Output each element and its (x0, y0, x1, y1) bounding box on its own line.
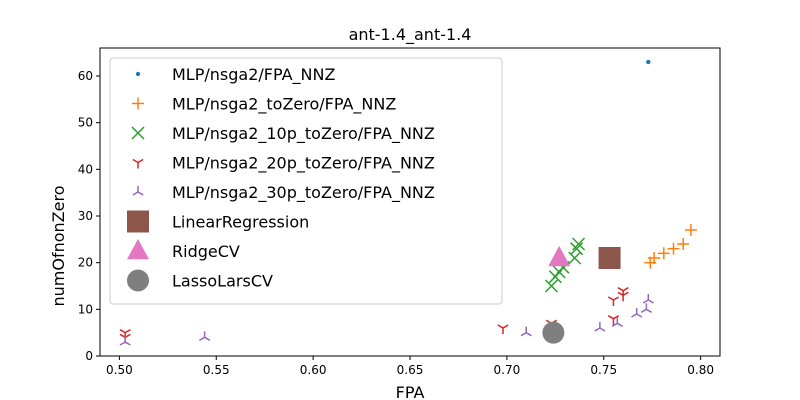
data-point (119, 336, 131, 346)
y-tick-label: 20 (78, 256, 93, 270)
data-point (199, 331, 211, 341)
x-tick-label: 0.60 (300, 363, 327, 377)
data-point (631, 308, 643, 318)
x-tick-label: 0.55 (203, 363, 230, 377)
data-point (677, 238, 690, 250)
data-point (646, 59, 651, 65)
y-tick-label: 50 (78, 116, 93, 130)
legend-label: LinearRegression (172, 213, 309, 232)
data-point (548, 270, 562, 284)
y-tick-label: 10 (78, 302, 93, 316)
legend-label: RidgeCV (172, 242, 240, 261)
legend-label: MLP/nsga2_toZero/FPA_NNZ (172, 95, 396, 115)
data-point (572, 237, 586, 251)
series-0 (646, 59, 651, 65)
data-point (607, 296, 620, 306)
data-point (640, 303, 652, 313)
legend-label: MLP/nsga2_20p_toZero/FPA_NNZ (172, 154, 435, 174)
legend-marker (127, 238, 149, 260)
legend-marker (132, 158, 144, 169)
legend-box (109, 57, 503, 305)
x-tick-label: 0.75 (590, 363, 617, 377)
y-tick-label: 30 (78, 209, 93, 223)
data-point (644, 256, 657, 269)
legend-marker (132, 186, 144, 196)
legend-label: MLP/nsga2/FPA_NNZ (172, 65, 335, 85)
x-tick-label: 0.80 (687, 363, 714, 377)
data-point (642, 294, 654, 304)
legend-marker (127, 269, 149, 292)
data-point (657, 247, 670, 260)
legend-marker (135, 71, 141, 77)
series-7 (542, 321, 565, 344)
series-2 (544, 237, 586, 293)
data-point (568, 251, 582, 265)
series-3 (119, 287, 629, 344)
series-1 (644, 224, 697, 269)
data-point (667, 242, 680, 255)
chart-title: ant-1.4_ant-1.4 (349, 25, 472, 45)
legend-marker (131, 126, 145, 140)
y-axis-ticks: 0 10 20 30 40 50 60 (78, 69, 100, 363)
data-point (548, 245, 571, 267)
data-point (617, 291, 629, 302)
data-point (497, 324, 509, 334)
series-4 (119, 294, 654, 346)
data-points (119, 59, 697, 346)
legend-label: LassoLarsCV (172, 272, 273, 291)
legend: MLP/nsga2/FPA_NNZ MLP/nsga2_toZero/FPA_NN… (109, 57, 503, 305)
series-6 (548, 245, 571, 267)
data-point (544, 279, 558, 293)
data-point (684, 224, 697, 236)
y-tick-label: 40 (78, 162, 93, 176)
x-tick-label: 0.70 (494, 363, 521, 377)
data-point (594, 322, 606, 332)
x-tick-label: 0.65 (397, 363, 424, 377)
data-point (611, 317, 623, 327)
legend-label: MLP/nsga2_10p_toZero/FPA_NNZ (172, 124, 435, 144)
y-tick-label: 0 (85, 349, 93, 363)
data-point (520, 326, 532, 337)
y-tick-label: 60 (78, 69, 93, 83)
series-5 (598, 247, 621, 269)
data-point (542, 321, 565, 344)
x-axis-label: FPA (396, 383, 425, 400)
x-axis-ticks: 0.50 0.55 0.60 0.65 0.70 0.75 0.80 (106, 356, 714, 377)
y-axis-label: numOfnonZero (49, 186, 68, 307)
data-point (598, 247, 621, 269)
x-tick-label: 0.50 (106, 363, 133, 377)
legend-label: MLP/nsga2_30p_toZero/FPA_NNZ (172, 183, 435, 203)
legend-marker (132, 97, 144, 110)
data-point (607, 315, 620, 325)
legend-marker (127, 210, 149, 233)
